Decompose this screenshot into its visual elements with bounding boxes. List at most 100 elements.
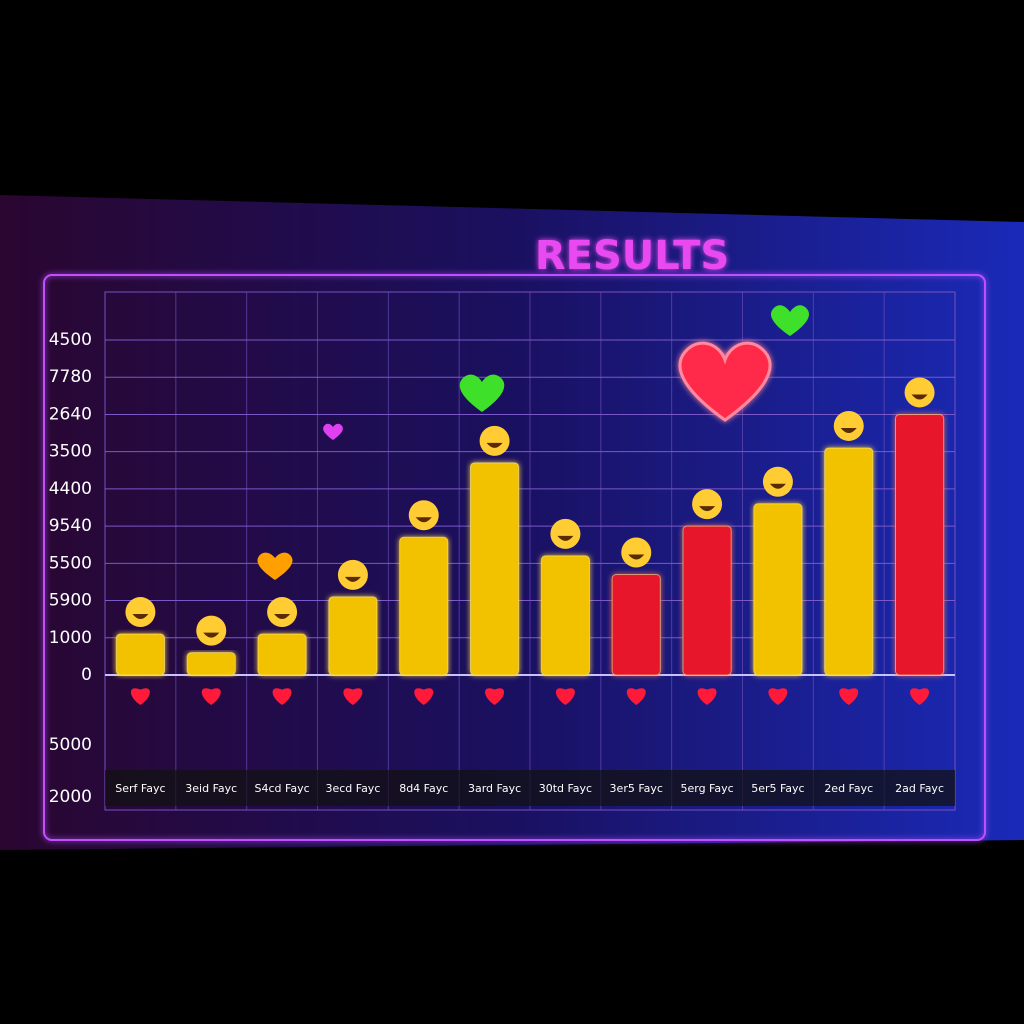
x-tick-label: 3er5 Fayc: [610, 782, 663, 795]
bar: [895, 413, 945, 676]
emoji-head: [621, 537, 652, 568]
heart-icon: [414, 688, 434, 705]
x-tick-label: 2ed Fayc: [824, 782, 873, 795]
label-strip: [105, 770, 176, 806]
label-strip: [742, 770, 814, 806]
emoji-mouth: [699, 506, 716, 512]
emoji-head: [692, 489, 723, 520]
heart-icon: [343, 688, 363, 705]
label-strip: [459, 770, 530, 806]
emoji-head: [904, 377, 935, 408]
y-tick-label: 5900: [49, 591, 92, 611]
heart-icon: [201, 688, 221, 705]
y-tick-label: 4400: [49, 479, 92, 499]
x-tick-label: 3ard Fayc: [468, 782, 521, 795]
emoji-face: [621, 537, 652, 568]
emoji-mouth: [415, 517, 432, 523]
y-tick-label: 2640: [49, 404, 92, 424]
label-strip: [813, 770, 885, 806]
chart-title: RESULTS: [535, 233, 729, 279]
emoji-face: [833, 410, 864, 441]
emoji-face: [408, 500, 439, 531]
bar: [470, 462, 520, 676]
y-tick-label: 9540: [49, 516, 92, 536]
x-tick-label: S4cd Fayc: [255, 782, 310, 795]
y-tick-label: 0: [81, 665, 92, 685]
heart-icon: [910, 688, 930, 705]
emoji-head: [550, 518, 581, 549]
heart-icon: [485, 688, 505, 705]
emoji-face: [125, 597, 156, 628]
label-strip: [530, 770, 601, 806]
x-tick-label: 30td Fayc: [539, 782, 592, 795]
heart-icon: [697, 688, 717, 705]
heart-icon: [839, 688, 859, 705]
heart-icon: [626, 688, 646, 705]
label-strip: [246, 770, 318, 806]
emoji-mouth: [557, 535, 574, 541]
label-strip: [388, 770, 460, 806]
x-tick-label: 2ad Fayc: [895, 782, 944, 795]
emoji-mouth: [486, 442, 503, 448]
emoji-head: [196, 615, 227, 646]
emoji-mouth: [628, 554, 645, 560]
y-tick-label: 3500: [49, 442, 92, 462]
heart-icon: [555, 688, 575, 705]
heart-icon: [770, 305, 810, 336]
emoji-mouth: [769, 483, 786, 489]
y-extra-label: 5000: [49, 735, 92, 755]
emoji-mouth: [274, 614, 291, 620]
emoji-mouth: [132, 614, 149, 620]
label-strip: [671, 770, 743, 806]
x-tick-label: 3ecd Fayc: [325, 782, 380, 795]
emoji-face: [550, 518, 581, 549]
bar: [540, 555, 590, 676]
bar: [682, 525, 732, 676]
heart-icon: [459, 374, 505, 412]
x-tick-label: 5erg Fayc: [680, 782, 733, 795]
y-tick-label: 7780: [49, 367, 92, 387]
bar: [399, 536, 449, 676]
bar: [186, 652, 236, 676]
x-tick-label: 8d4 Fayc: [399, 782, 448, 795]
emoji-face: [762, 466, 793, 497]
bar: [115, 633, 166, 676]
bar: [328, 596, 378, 676]
bar: [753, 503, 803, 676]
emoji-head: [479, 425, 510, 456]
emoji-face: [337, 559, 368, 590]
emoji-head: [125, 597, 156, 628]
heart-icon: [257, 552, 293, 580]
emoji-mouth: [203, 632, 220, 638]
panel-border: [43, 274, 986, 841]
y-extra-label: 2000: [49, 787, 92, 807]
emoji-head: [267, 597, 298, 628]
label-strip: [175, 770, 247, 806]
x-tick-label: 3eid Fayc: [185, 782, 237, 795]
label-strip: [317, 770, 389, 806]
emoji-head: [833, 410, 864, 441]
emoji-mouth: [344, 576, 361, 582]
heart-icon: [323, 423, 343, 440]
heart-icon: [678, 341, 772, 422]
emoji-face: [904, 377, 935, 408]
x-tick-label: 5er5 Fayc: [751, 782, 804, 795]
y-tick-label: 4500: [49, 330, 92, 350]
y-tick-label: 5500: [49, 553, 92, 573]
label-strip: [884, 770, 955, 806]
label-strip: [600, 770, 672, 806]
emoji-head: [408, 500, 439, 531]
emoji-head: [337, 559, 368, 590]
emoji-face: [479, 425, 510, 456]
emoji-head: [762, 466, 793, 497]
bar: [611, 574, 661, 676]
emoji-mouth: [840, 427, 857, 433]
y-tick-label: 1000: [49, 628, 92, 648]
decoration: [257, 305, 810, 580]
heart-icon: [768, 688, 788, 705]
heart-icon: [130, 688, 150, 705]
x-tick-label: Serf Fayc: [115, 782, 165, 795]
heart-icon: [272, 688, 292, 705]
emoji-mouth: [911, 394, 928, 400]
bar: [257, 633, 307, 676]
